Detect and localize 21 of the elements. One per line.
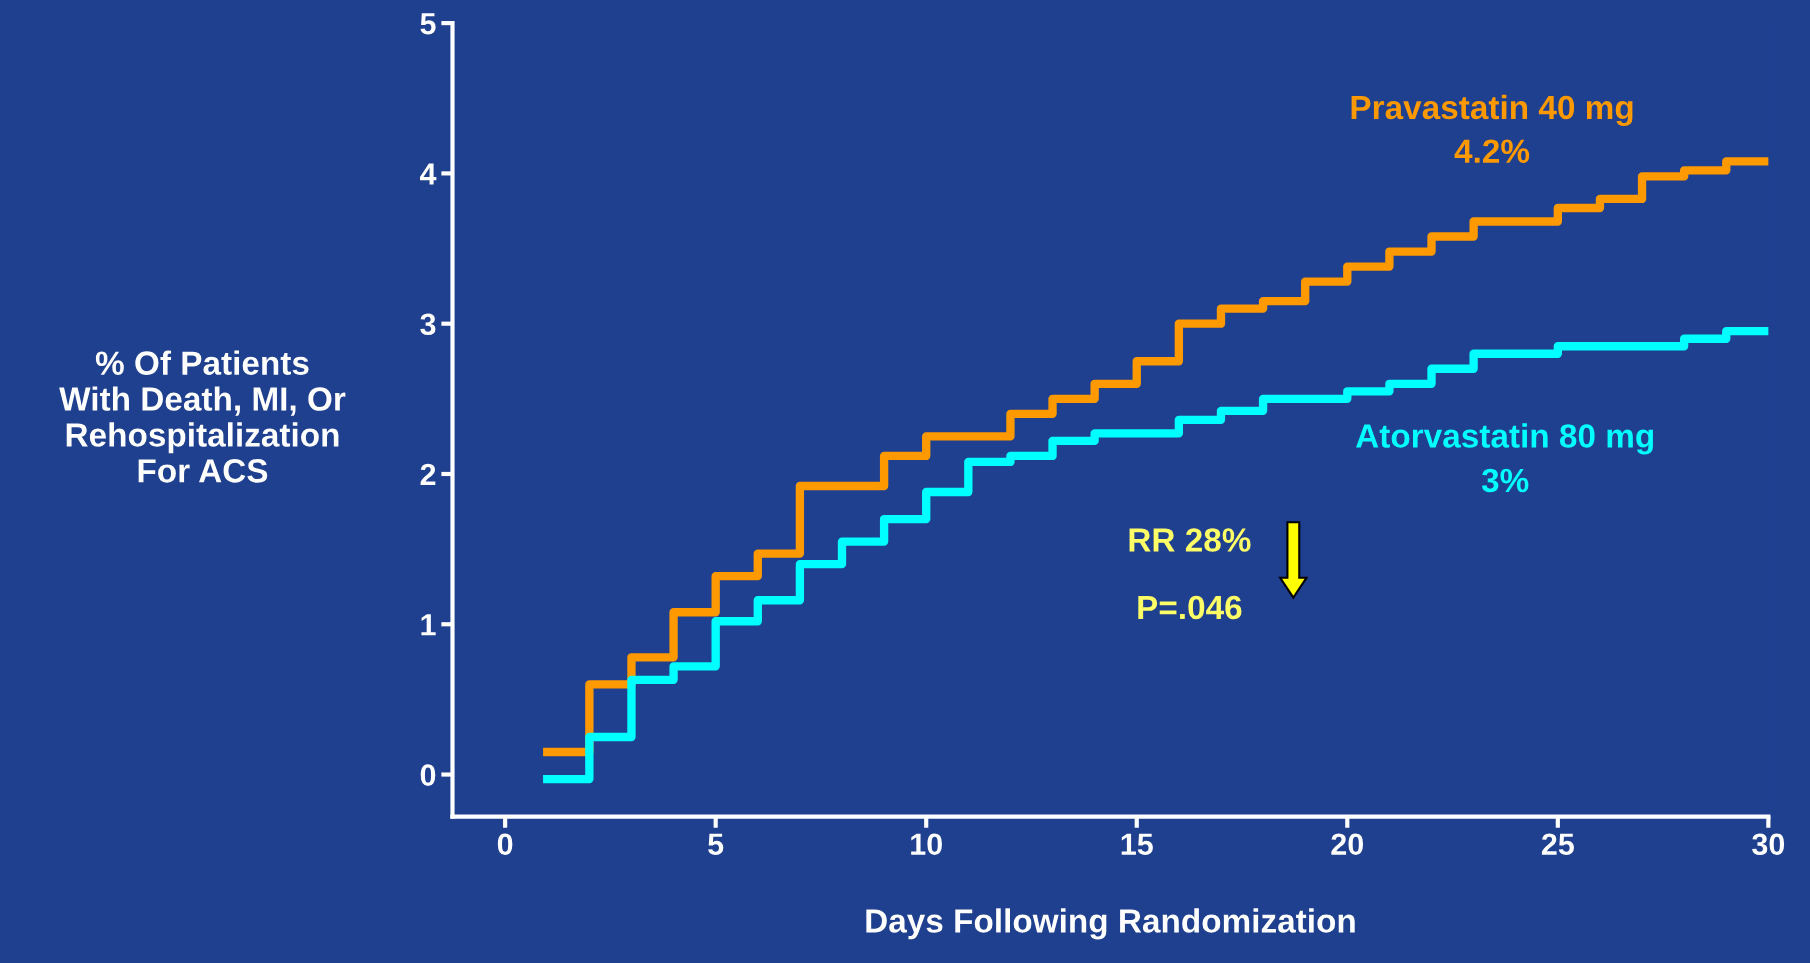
x-tick-label: 20 bbox=[1331, 833, 1364, 856]
x-tick-label: 0 bbox=[497, 833, 513, 856]
x-tick-label: 10 bbox=[911, 833, 942, 856]
y-tick-label: 4 bbox=[420, 163, 437, 185]
x-axis-title: Days Following Randomization bbox=[866, 908, 1355, 940]
series-label: Pravastatin 40 mg bbox=[1351, 94, 1633, 127]
y-tick-label: 0 bbox=[420, 764, 436, 786]
x-tick-label: 5 bbox=[708, 833, 724, 856]
y-tick-label: 5 bbox=[420, 13, 436, 35]
series-label: Atorvastatin 80 mg bbox=[1355, 423, 1654, 455]
y-axis-title: % Of Patients With Death, MI, Or Rehospitalization For ACS bbox=[59, 350, 346, 483]
annotation: RR 28% bbox=[1129, 528, 1251, 552]
y-tick-label: 1 bbox=[421, 614, 436, 636]
y-tick-label: 2 bbox=[420, 463, 436, 486]
annotation: P=.046 bbox=[1138, 595, 1242, 620]
y-tick-label: 3 bbox=[420, 313, 436, 336]
annotation: 4.2% bbox=[1454, 139, 1530, 163]
x-tick-label: 15 bbox=[1121, 833, 1153, 856]
annotation: 3% bbox=[1481, 468, 1529, 493]
x-tick-label: 25 bbox=[1541, 833, 1574, 856]
x-tick-label: 30 bbox=[1752, 833, 1785, 856]
